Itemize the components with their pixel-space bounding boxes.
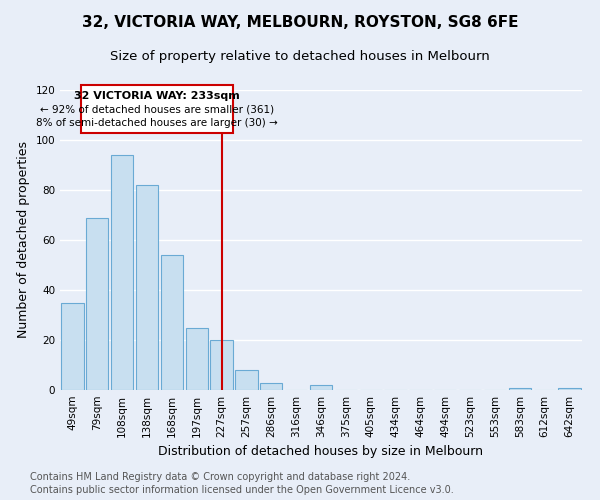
Bar [509,388,531,390]
Bar [559,388,581,390]
Bar [61,302,83,390]
Text: ← 92% of detached houses are smaller (361): ← 92% of detached houses are smaller (36… [40,105,274,115]
Bar [111,155,133,390]
X-axis label: Distribution of detached houses by size in Melbourn: Distribution of detached houses by size … [158,446,484,458]
Bar [161,255,183,390]
Text: 32 VICTORIA WAY: 233sqm: 32 VICTORIA WAY: 233sqm [74,91,240,101]
Bar [136,185,158,390]
Text: Contains HM Land Registry data © Crown copyright and database right 2024.: Contains HM Land Registry data © Crown c… [30,472,410,482]
Text: 8% of semi-detached houses are larger (30) →: 8% of semi-detached houses are larger (3… [36,118,278,128]
Bar [86,218,109,390]
Text: Size of property relative to detached houses in Melbourn: Size of property relative to detached ho… [110,50,490,63]
FancyBboxPatch shape [81,85,233,132]
Text: 32, VICTORIA WAY, MELBOURN, ROYSTON, SG8 6FE: 32, VICTORIA WAY, MELBOURN, ROYSTON, SG8… [82,15,518,30]
Text: Contains public sector information licensed under the Open Government Licence v3: Contains public sector information licen… [30,485,454,495]
Bar [235,370,257,390]
Bar [260,382,283,390]
Bar [211,340,233,390]
Bar [185,328,208,390]
Y-axis label: Number of detached properties: Number of detached properties [17,142,30,338]
Bar [310,385,332,390]
